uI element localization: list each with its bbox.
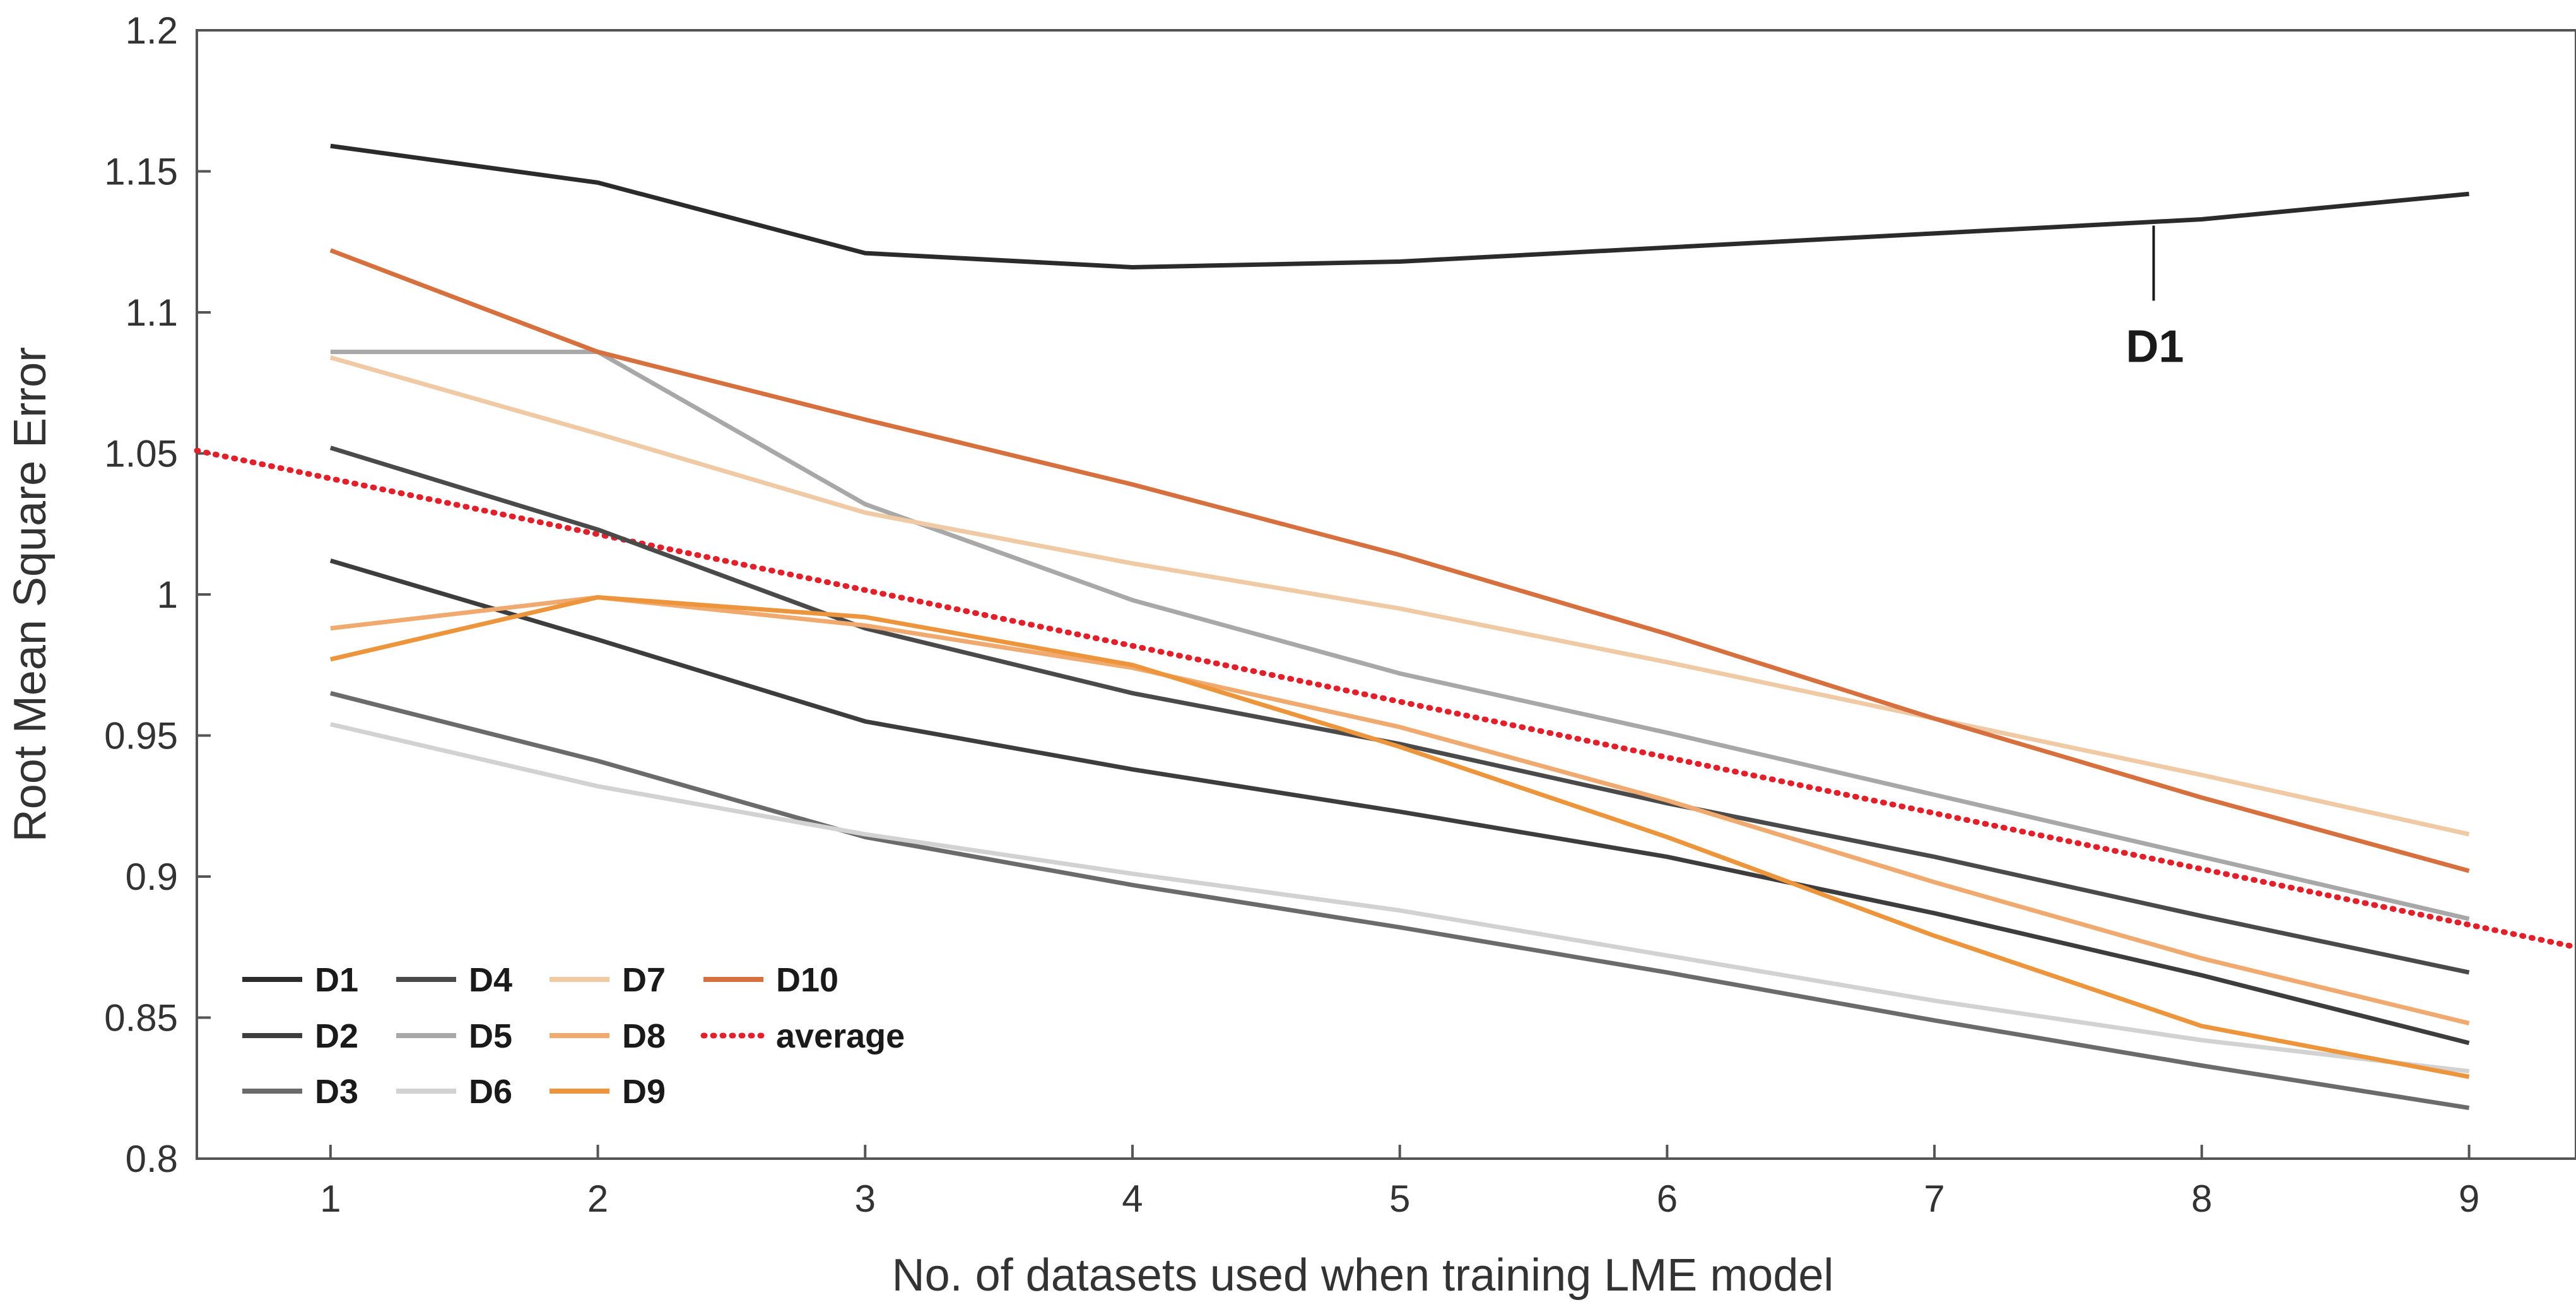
series-line-d10 — [329, 248, 2470, 873]
legend-label-d7: D7 — [622, 961, 666, 999]
y-tick-label: 1.1 — [126, 292, 178, 334]
legend-label-d3: D3 — [315, 1073, 358, 1111]
series-line-d5 — [330, 350, 2470, 921]
annotation-layer: D1 — [2126, 225, 2184, 372]
legend-label-d2: D2 — [315, 1017, 358, 1055]
x-tick-label: 2 — [587, 1178, 608, 1220]
series-line-d7 — [329, 355, 2470, 837]
y-tick-label: 1.15 — [104, 151, 178, 193]
legend: D1 D2 D3 D4 D5 D6 D7 D8 D9 D10 average — [242, 961, 905, 1111]
series-layer — [329, 143, 2470, 1110]
annotation-label: D1 — [2126, 322, 2184, 372]
x-tick-label: 6 — [1657, 1178, 1678, 1220]
x-axis-title: No. of datasets used when training LME m… — [892, 1250, 1834, 1301]
legend-label-d8: D8 — [622, 1017, 666, 1055]
x-tick-label: 3 — [855, 1178, 876, 1220]
y-axis-title: Root Mean Square Error — [5, 347, 56, 842]
average-layer — [194, 447, 2576, 950]
legend-label-d10: D10 — [776, 961, 838, 999]
y-tick-label: 1 — [157, 574, 178, 616]
x-tick-label: 4 — [1122, 1178, 1143, 1220]
legend-label-d6: D6 — [469, 1073, 512, 1111]
x-tick-label: 7 — [1924, 1178, 1944, 1220]
x-tick-label: 1 — [320, 1178, 341, 1220]
legend-label-d5: D5 — [469, 1017, 512, 1055]
y-tick-label: 1.2 — [126, 9, 178, 52]
y-tick-label: 0.9 — [126, 856, 178, 898]
y-tick-label: 0.95 — [104, 715, 178, 757]
legend-label-d1: D1 — [315, 961, 358, 999]
x-tick-label: 9 — [2459, 1178, 2479, 1220]
series-line-d1 — [330, 143, 2469, 269]
plot-area — [196, 29, 2576, 1160]
y-tick-label: 0.8 — [126, 1138, 178, 1180]
legend-label-average: average — [776, 1017, 905, 1055]
average-line — [194, 447, 2576, 950]
series-line-d3 — [329, 691, 2470, 1110]
legend-label-d9: D9 — [622, 1073, 666, 1111]
ticks-layer: 0.8 0.85 0.9 0.95 1 1.05 1.1 1.15 1.2 1 2 3 4 5 6 7 8 9 — [104, 9, 2479, 1220]
series-line-d8 — [330, 594, 2470, 1025]
series-line-d4 — [329, 446, 2470, 975]
series-line-d6 — [330, 722, 2469, 1073]
legend-label-d4: D4 — [469, 961, 512, 999]
series-line-d2 — [329, 558, 2470, 1046]
y-tick-label: 0.85 — [104, 997, 178, 1039]
y-tick-label: 1.05 — [104, 433, 178, 475]
series-line-d9 — [330, 594, 2470, 1079]
x-tick-label: 5 — [1389, 1178, 1410, 1220]
x-tick-label: 8 — [2191, 1178, 2212, 1220]
